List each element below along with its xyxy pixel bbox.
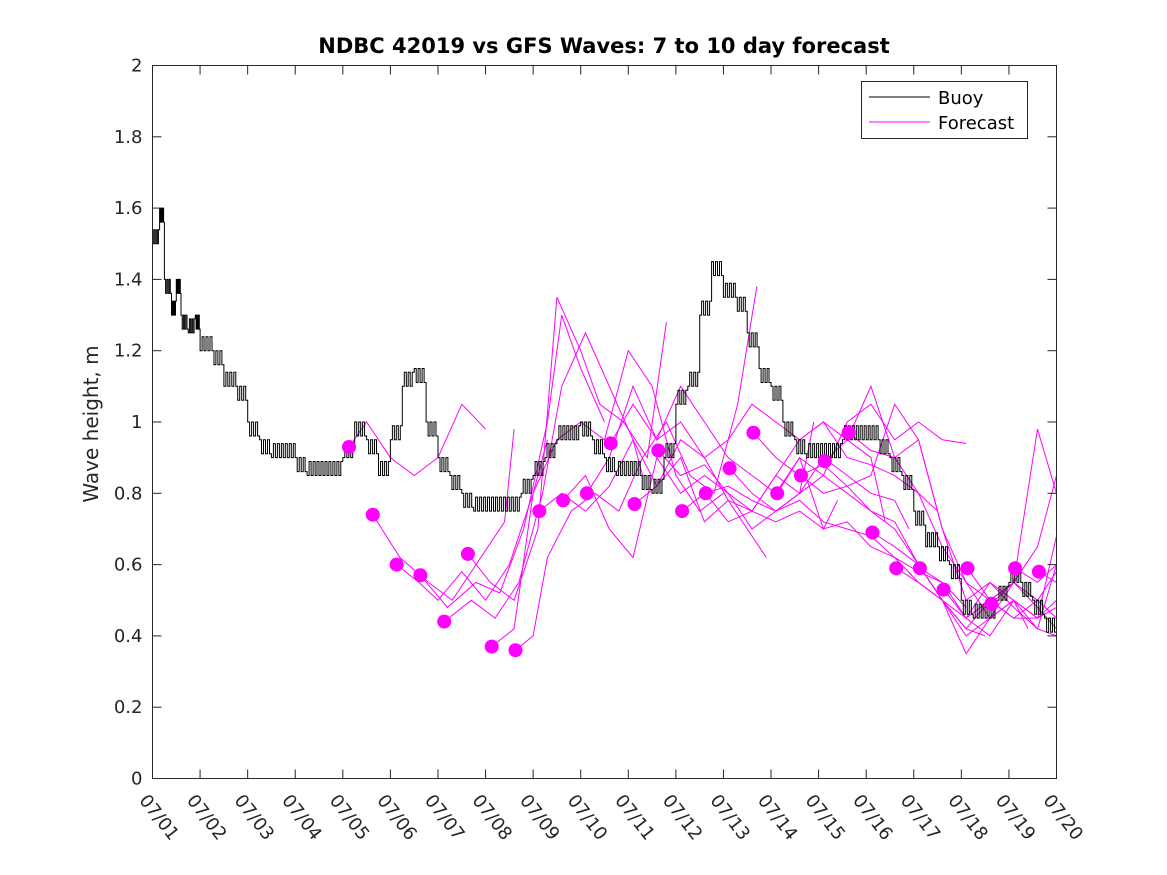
forecast-point [722, 461, 737, 476]
forecast-point [365, 507, 380, 522]
forecast-point [865, 525, 880, 540]
forecast-point [627, 497, 642, 511]
forecast-trace-line [515, 286, 758, 651]
y-tick-label: 0.4 [114, 626, 143, 647]
forecast-point [484, 639, 499, 654]
forecast-point [342, 440, 356, 454]
forecast-point [1008, 561, 1023, 576]
forecast-point [603, 436, 618, 451]
y-tick-label: 1 [131, 412, 142, 433]
legend: Buoy Forecast [861, 81, 1028, 139]
forecast-point [508, 643, 523, 658]
chart-title: NDBC 42019 vs GFS Waves: 7 to 10 day for… [318, 34, 889, 58]
forecast-point [817, 454, 832, 469]
forecast-trace-line [1014, 564, 1057, 584]
forecast-point [770, 486, 785, 501]
forecast-point [960, 561, 975, 576]
y-tick-label: 1.6 [114, 198, 143, 219]
y-tick-label: 2 [131, 56, 142, 77]
forecast-point [746, 425, 761, 440]
forecast-point [889, 561, 904, 576]
y-tick-label: 1.4 [114, 269, 143, 290]
forecast-point [912, 561, 927, 576]
forecast-point [437, 614, 452, 629]
y-tick-label: 0.8 [114, 483, 143, 504]
forecast-point [675, 504, 690, 519]
forecast-point [794, 468, 808, 483]
forecast-trace-line [348, 403, 486, 477]
buoy-series-line [152, 207, 1057, 636]
forecast-point [841, 425, 856, 440]
forecast-point [579, 486, 594, 501]
legend-forecast-label: Forecast [938, 113, 1014, 134]
forecast-trace-line [872, 475, 1057, 630]
forecast-point [698, 486, 713, 501]
forecast-point [413, 568, 428, 583]
y-tick-label: 1.2 [114, 341, 143, 362]
forecast-point [460, 546, 475, 561]
y-axis-ticks: 0 0.2 0.4 0.6 0.8 1 1.2 1.4 1.6 1.8 2 [114, 56, 1057, 790]
forecast-trace-line [943, 589, 1057, 637]
y-axis-label: Wave height, m [79, 345, 103, 502]
legend-box [861, 81, 1028, 139]
forecast-point [651, 443, 666, 458]
forecast-trace-line [420, 314, 605, 609]
y-tick-label: 0 [131, 769, 142, 790]
legend-buoy-label: Buoy [938, 88, 984, 109]
forecast-trace-line [372, 429, 515, 602]
y-tick-label: 0.2 [114, 697, 143, 718]
forecast-trace-line [443, 331, 644, 622]
forecast-trace-line [967, 567, 1057, 619]
forecast-trace-line [467, 296, 667, 602]
y-tick-label: 1.8 [114, 127, 143, 148]
y-tick-label: 0.6 [114, 555, 143, 576]
forecast-point [936, 582, 951, 597]
forecast-point [1031, 564, 1046, 579]
forecast-point [389, 557, 404, 572]
forecast-point [984, 596, 999, 611]
forecast-point [556, 493, 571, 508]
forecast-trace-line [491, 349, 724, 647]
plot-area-frame [152, 65, 1057, 779]
forecast-point [532, 504, 547, 519]
